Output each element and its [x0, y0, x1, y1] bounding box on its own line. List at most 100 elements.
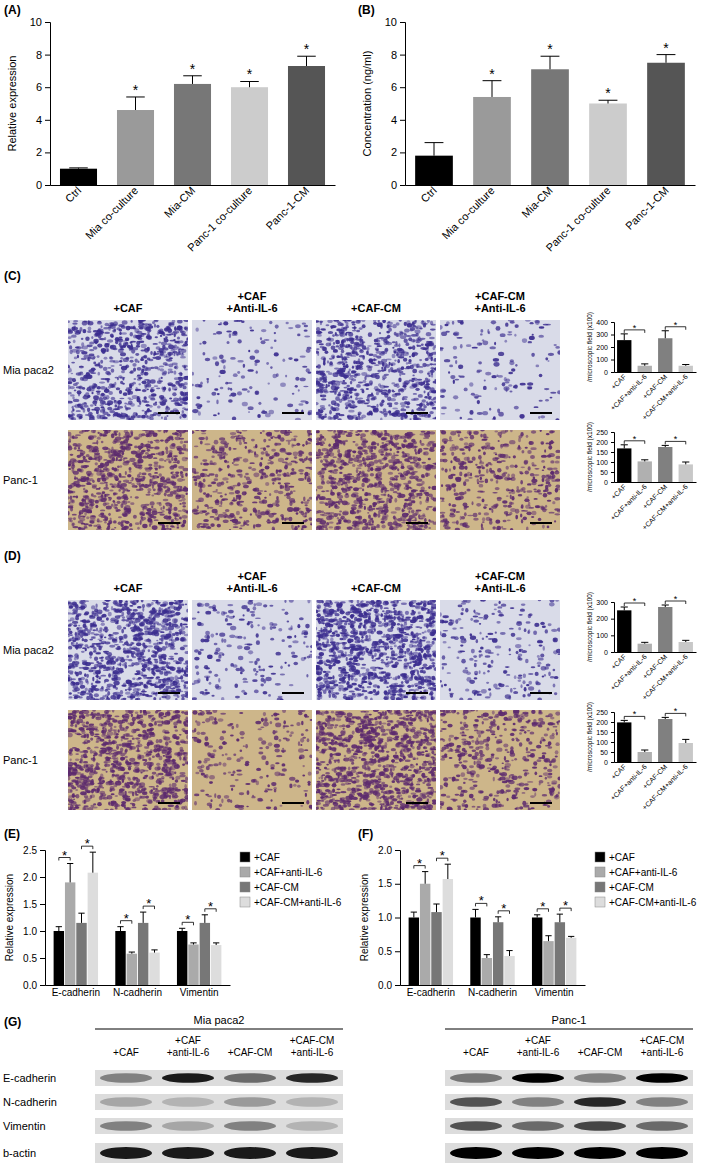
cell [300, 356, 306, 358]
tick: +CAF+anti-IL-6 [609, 762, 648, 802]
cell [230, 392, 236, 396]
cell [261, 340, 266, 344]
cell [356, 384, 361, 388]
cell [413, 414, 417, 418]
tick: 250 [596, 429, 614, 436]
tick-mark [611, 462, 614, 463]
cell [410, 327, 416, 331]
micrograph-background [316, 320, 436, 420]
tick: 10 [385, 16, 405, 28]
cell [136, 341, 140, 345]
cell [375, 375, 380, 379]
bar [638, 366, 652, 372]
cell [413, 340, 415, 343]
cell [429, 353, 433, 357]
cell [257, 414, 261, 418]
cell [182, 410, 185, 414]
cell [167, 382, 173, 385]
y-axis: 050100150200250 [596, 429, 614, 486]
plot-area [617, 331, 693, 372]
cell [179, 372, 182, 377]
cell [155, 356, 161, 360]
cell [398, 378, 401, 383]
cell [388, 389, 391, 393]
cell [85, 337, 89, 342]
error-bar [541, 56, 560, 69]
cell [433, 346, 436, 350]
cell [366, 388, 369, 390]
figure: 0246810CtrlMia co-cultureMia-CMPanc-1 co… [0, 0, 709, 1172]
cell [380, 324, 383, 329]
cell [433, 400, 436, 403]
cell [386, 359, 392, 361]
tick-mark [400, 152, 405, 153]
tick-mark [40, 958, 45, 959]
cell [247, 369, 253, 372]
cell [215, 361, 219, 366]
cell [431, 373, 433, 376]
tick: 4 [391, 114, 405, 126]
axis-line [401, 985, 586, 986]
cell [421, 399, 426, 403]
micrograph [192, 320, 312, 420]
cell [341, 382, 347, 384]
cell [429, 337, 435, 340]
cell [326, 371, 330, 373]
cell [216, 331, 222, 334]
bar [679, 743, 693, 762]
tick-mark [611, 762, 614, 763]
cell [154, 324, 156, 328]
cell [176, 352, 179, 355]
cell [101, 350, 105, 354]
cell [335, 345, 339, 347]
cell [355, 320, 360, 324]
y-axis: 0100200300 [596, 599, 614, 656]
tick-label: 200 [596, 439, 608, 446]
cell [417, 345, 421, 347]
cell [404, 338, 408, 343]
cell [71, 335, 77, 338]
cell [207, 400, 211, 402]
tick-label: 2 [391, 146, 397, 158]
axis-line [406, 185, 696, 186]
tick-label: 1.5 [23, 899, 37, 910]
cell [84, 354, 90, 358]
cell [102, 417, 108, 420]
cell [129, 371, 132, 373]
cell [384, 367, 387, 372]
cell [68, 364, 70, 368]
bar [617, 610, 631, 652]
cell [392, 391, 396, 393]
cell [125, 357, 129, 360]
bar [679, 366, 693, 372]
cell [83, 395, 89, 399]
bar [658, 607, 672, 652]
cell [429, 411, 434, 414]
cell [430, 403, 435, 407]
tick-label: 1.0 [23, 926, 37, 937]
cell [369, 360, 373, 363]
cell [323, 347, 327, 351]
x-axis: CtrlMia co-cultureMia-CMPanc-1 co-cultur… [51, 184, 336, 253]
cell [102, 401, 107, 405]
cell [320, 328, 326, 330]
cell [68, 368, 71, 372]
error-bar [534, 915, 540, 918]
cell [213, 333, 217, 335]
tick-label: 2.0 [23, 872, 37, 883]
cell [97, 414, 102, 419]
plot-area [409, 864, 577, 985]
cell [83, 405, 89, 408]
cell [144, 411, 147, 415]
cell [143, 366, 148, 371]
tick: Vimentin [180, 985, 219, 998]
bar [200, 923, 210, 985]
cell [73, 405, 76, 407]
cell [89, 342, 94, 345]
cell [184, 326, 188, 329]
cell [138, 323, 144, 326]
cell [320, 372, 325, 376]
cell [68, 382, 72, 384]
cell [112, 329, 116, 332]
significance: * [62, 848, 67, 863]
